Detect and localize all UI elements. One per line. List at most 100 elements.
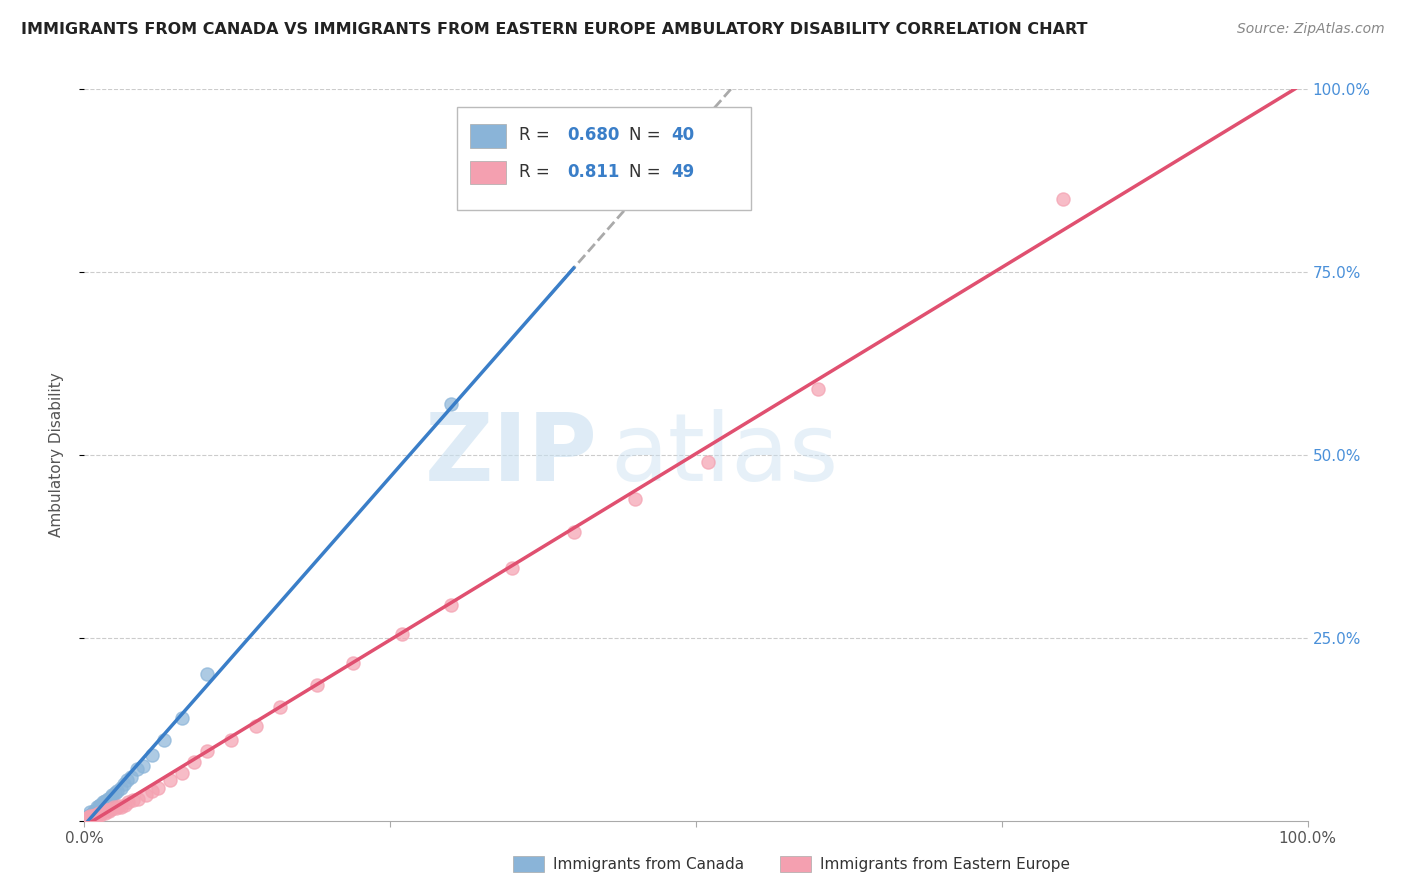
- Text: R =: R =: [519, 127, 554, 145]
- Point: [91, 797, 114, 811]
- Point: [114, 797, 136, 812]
- Point: [110, 799, 132, 814]
- Point: [84, 807, 107, 822]
- Point: [97, 791, 120, 805]
- Point: [219, 733, 242, 747]
- Point: [94, 794, 117, 808]
- Text: 0.680: 0.680: [568, 127, 620, 145]
- Point: [1052, 192, 1074, 206]
- Point: [122, 793, 145, 807]
- Point: [141, 784, 163, 798]
- Text: ZIP: ZIP: [425, 409, 598, 501]
- Point: [89, 807, 111, 822]
- Bar: [470, 161, 506, 185]
- Text: Immigrants from Canada: Immigrants from Canada: [553, 857, 744, 871]
- Point: [77, 810, 100, 824]
- Point: [77, 809, 100, 823]
- Point: [172, 766, 194, 780]
- Point: [440, 397, 463, 411]
- Point: [75, 812, 97, 826]
- Point: [153, 733, 176, 747]
- Point: [82, 808, 104, 822]
- Point: [83, 809, 105, 823]
- Point: [269, 700, 291, 714]
- Point: [96, 795, 118, 809]
- Point: [97, 803, 120, 817]
- Y-axis label: Ambulatory Disability: Ambulatory Disability: [49, 373, 63, 537]
- Point: [93, 804, 115, 818]
- Point: [245, 718, 267, 732]
- Point: [110, 780, 132, 795]
- Point: [104, 786, 127, 800]
- Point: [80, 810, 103, 824]
- Point: [172, 711, 194, 725]
- Point: [86, 800, 108, 814]
- Text: IMMIGRANTS FROM CANADA VS IMMIGRANTS FROM EASTERN EUROPE AMBULATORY DISABILITY C: IMMIGRANTS FROM CANADA VS IMMIGRANTS FRO…: [21, 22, 1088, 37]
- Point: [84, 805, 107, 820]
- Point: [305, 678, 328, 692]
- Point: [97, 804, 120, 818]
- Point: [127, 791, 149, 805]
- Text: 0.811: 0.811: [568, 163, 620, 181]
- Point: [195, 667, 218, 681]
- Text: Source: ZipAtlas.com: Source: ZipAtlas.com: [1237, 22, 1385, 37]
- Point: [76, 810, 98, 824]
- Text: N =: N =: [628, 163, 665, 181]
- Point: [76, 812, 98, 826]
- Point: [141, 747, 163, 762]
- Point: [391, 627, 413, 641]
- Point: [89, 797, 111, 812]
- Point: [83, 807, 105, 822]
- Point: [93, 796, 115, 810]
- Point: [101, 788, 124, 802]
- Point: [115, 773, 138, 788]
- Point: [77, 811, 100, 825]
- Point: [183, 755, 205, 769]
- Point: [105, 784, 128, 798]
- Point: [91, 805, 114, 819]
- Point: [562, 524, 585, 539]
- FancyBboxPatch shape: [457, 108, 751, 210]
- Point: [103, 800, 125, 814]
- Point: [440, 598, 463, 612]
- Text: R =: R =: [519, 163, 554, 181]
- Point: [807, 382, 830, 396]
- Text: atlas: atlas: [610, 409, 838, 501]
- Point: [159, 773, 181, 788]
- Point: [90, 799, 112, 814]
- Point: [82, 806, 104, 821]
- Point: [125, 763, 148, 777]
- Point: [105, 801, 128, 815]
- Text: 49: 49: [672, 163, 695, 181]
- Text: 40: 40: [672, 127, 695, 145]
- Point: [132, 758, 155, 772]
- Point: [117, 796, 139, 810]
- Point: [120, 770, 142, 784]
- Point: [83, 804, 105, 818]
- Point: [91, 796, 114, 810]
- Point: [79, 807, 101, 822]
- Point: [94, 805, 117, 820]
- Point: [80, 808, 103, 822]
- Point: [100, 790, 122, 805]
- Point: [697, 455, 720, 469]
- Bar: [470, 124, 506, 148]
- Point: [86, 808, 108, 822]
- Point: [87, 799, 110, 814]
- Point: [77, 811, 100, 825]
- Point: [624, 491, 647, 506]
- Text: Immigrants from Eastern Europe: Immigrants from Eastern Europe: [820, 857, 1070, 871]
- Point: [97, 793, 120, 807]
- Point: [90, 805, 112, 820]
- Text: N =: N =: [628, 127, 665, 145]
- Point: [79, 805, 101, 819]
- Point: [75, 812, 97, 826]
- Point: [87, 807, 110, 822]
- Point: [86, 804, 108, 818]
- Point: [96, 804, 118, 818]
- Point: [79, 809, 101, 823]
- Point: [87, 806, 110, 821]
- Point: [195, 744, 218, 758]
- Point: [146, 780, 169, 795]
- Point: [100, 802, 122, 816]
